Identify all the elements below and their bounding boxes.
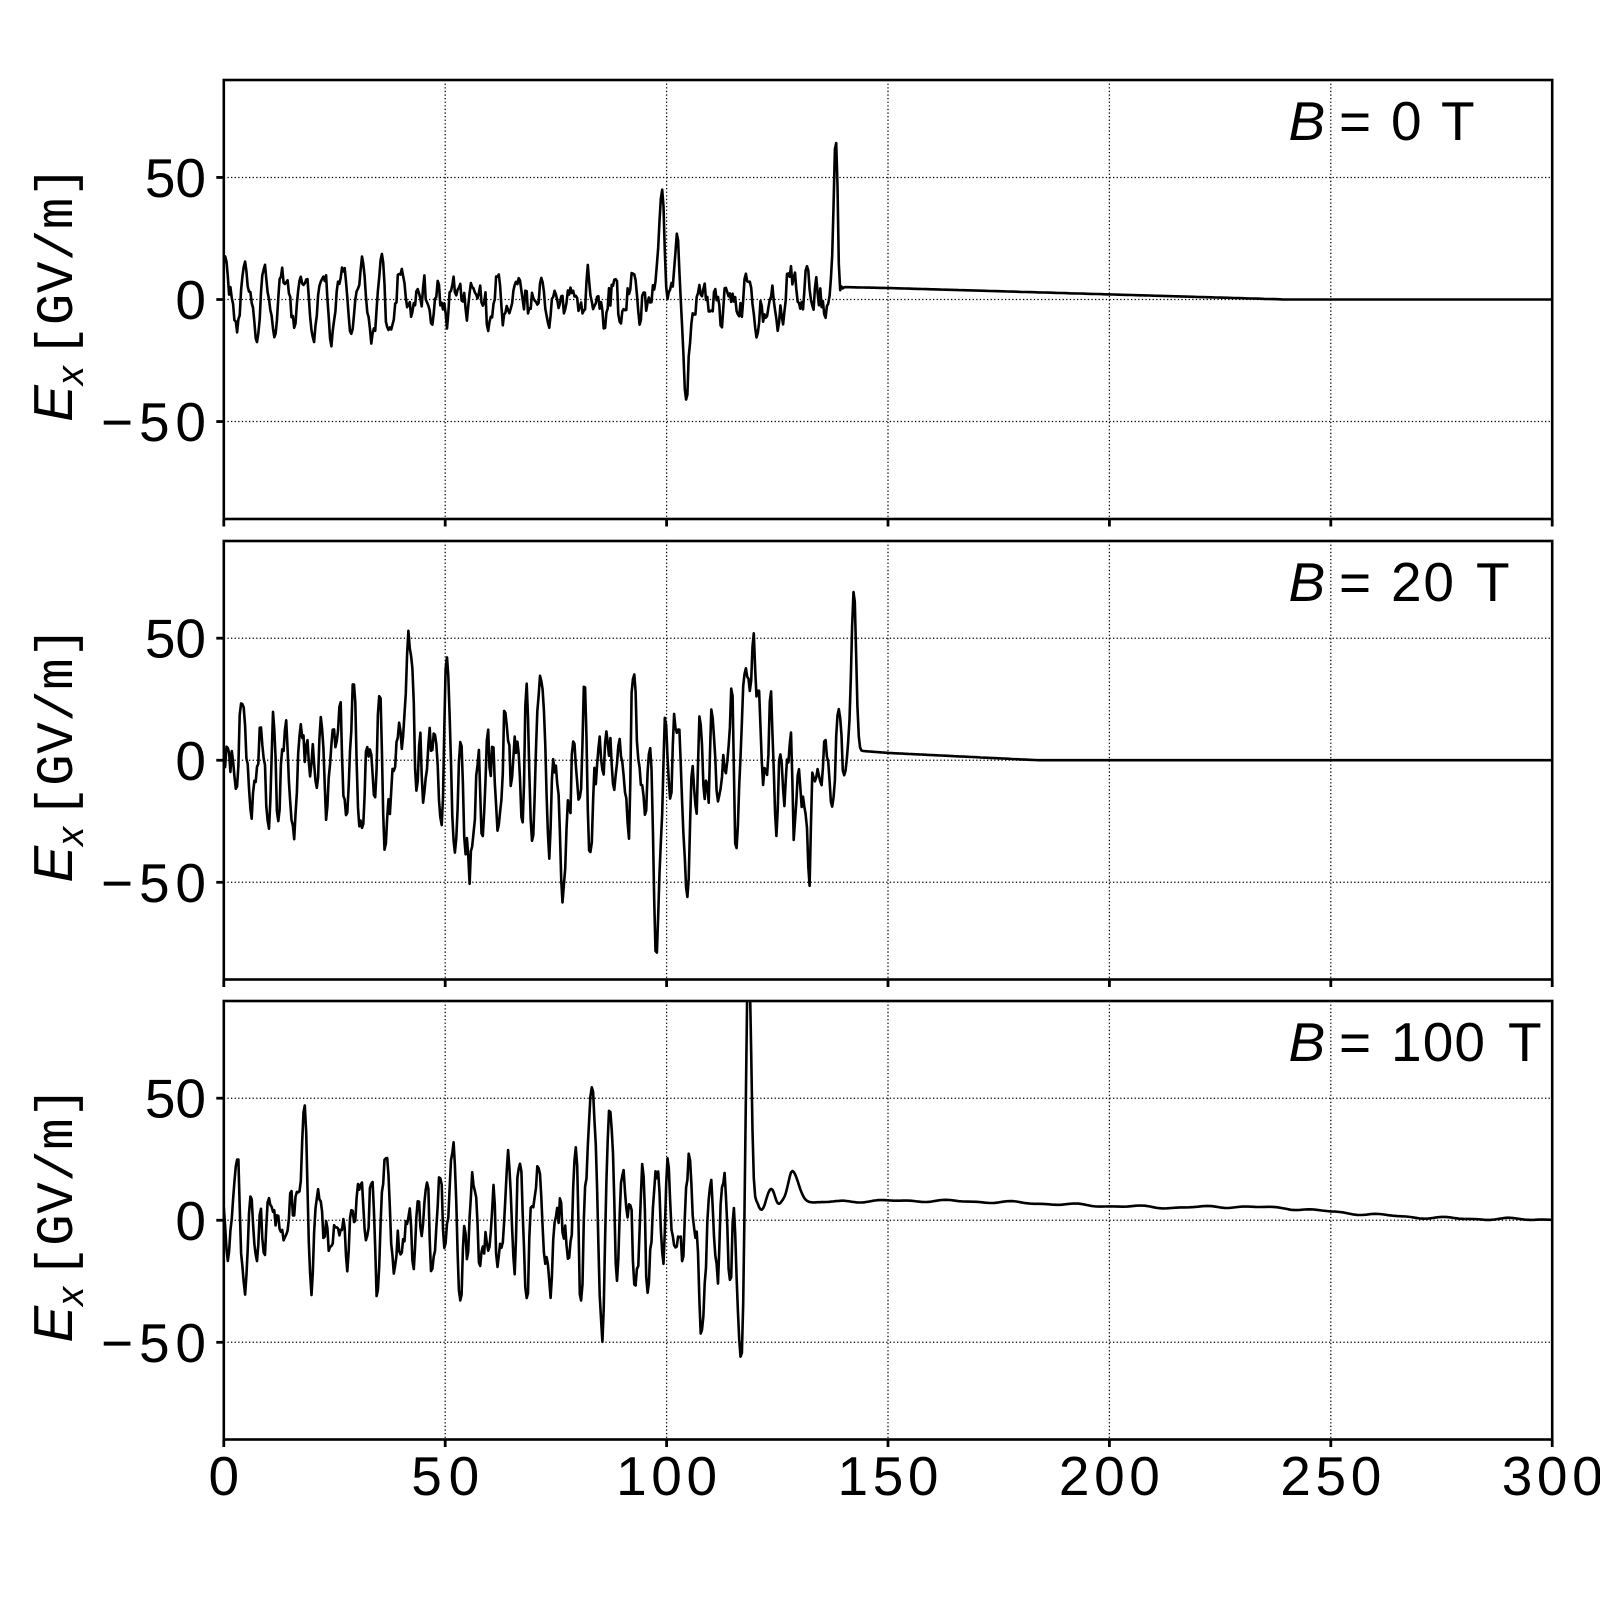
- svg-text:B: B: [1289, 90, 1326, 152]
- svg-text:150: 150: [838, 1445, 939, 1507]
- svg-text:=: =: [1339, 90, 1371, 152]
- svg-text:−50: −50: [101, 391, 206, 453]
- svg-text:T: T: [1508, 1011, 1542, 1073]
- svg-text:50: 50: [145, 608, 206, 670]
- svg-text:100: 100: [616, 1445, 717, 1507]
- svg-text:0: 0: [175, 730, 206, 792]
- svg-text:0: 0: [1391, 90, 1422, 152]
- svg-text:0: 0: [209, 1445, 240, 1507]
- svg-text:200: 200: [1059, 1445, 1160, 1507]
- svg-text:−50: −50: [101, 852, 206, 914]
- svg-text:250: 250: [1280, 1445, 1381, 1507]
- svg-text:=: =: [1339, 1011, 1371, 1073]
- svg-text:B: B: [1289, 551, 1326, 613]
- svg-text:0: 0: [175, 1190, 206, 1252]
- svg-text:300: 300: [1502, 1445, 1600, 1507]
- svg-text:0: 0: [175, 269, 206, 331]
- svg-text:=: =: [1339, 551, 1371, 613]
- svg-text:T: T: [1476, 551, 1510, 613]
- svg-text:T: T: [1441, 90, 1475, 152]
- svg-text:20: 20: [1391, 551, 1454, 613]
- svg-text:−50: −50: [101, 1312, 206, 1374]
- svg-text:100: 100: [1391, 1011, 1485, 1073]
- svg-text:B: B: [1289, 1011, 1326, 1073]
- svg-text:50: 50: [145, 1068, 206, 1130]
- svg-text:50: 50: [145, 147, 206, 209]
